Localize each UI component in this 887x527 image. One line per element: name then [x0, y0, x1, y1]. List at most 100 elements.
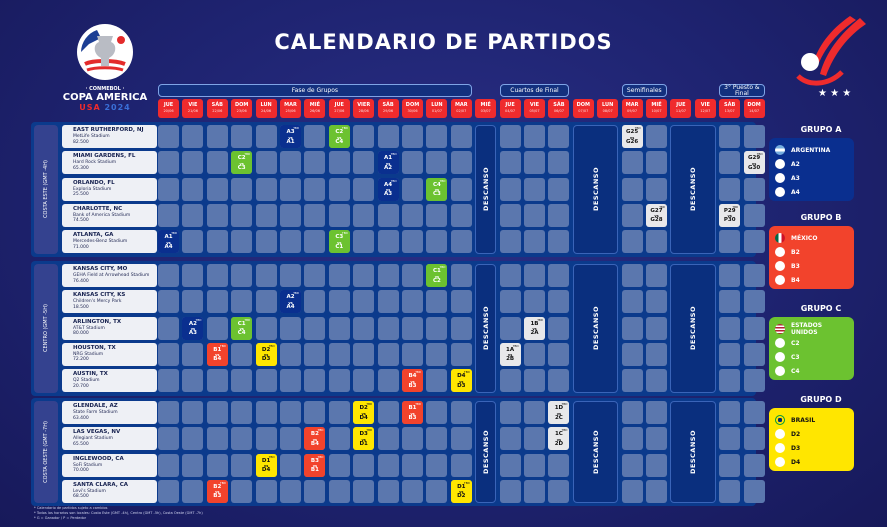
match-G25-vs-G26[interactable]: TBD G25 vs G26: [621, 125, 643, 148]
calendar-cell[interactable]: [328, 369, 350, 393]
calendar-cell[interactable]: [280, 177, 301, 201]
calendar-cell[interactable]: [621, 177, 643, 201]
calendar-cell[interactable]: [719, 427, 741, 451]
calendar-cell[interactable]: [743, 427, 765, 451]
calendar-cell[interactable]: [646, 427, 667, 451]
calendar-cell[interactable]: [304, 290, 326, 314]
calendar-cell[interactable]: [402, 290, 423, 314]
calendar-cell[interactable]: [426, 453, 448, 477]
match-B1-vs-B3[interactable]: TBD B1 vs B3: [402, 401, 423, 424]
calendar-cell[interactable]: [450, 316, 472, 340]
calendar-cell[interactable]: [499, 151, 521, 175]
calendar-cell[interactable]: [206, 177, 228, 201]
calendar-cell[interactable]: [231, 290, 253, 314]
calendar-cell[interactable]: [280, 264, 301, 287]
calendar-cell[interactable]: [158, 369, 179, 393]
calendar-cell[interactable]: [548, 125, 570, 148]
calendar-cell[interactable]: [377, 290, 399, 314]
calendar-cell[interactable]: [328, 427, 350, 451]
calendar-cell[interactable]: [280, 427, 301, 451]
calendar-cell[interactable]: [524, 264, 545, 287]
calendar-cell[interactable]: [182, 401, 204, 424]
calendar-cell[interactable]: [402, 453, 423, 477]
calendar-cell[interactable]: [743, 264, 765, 287]
calendar-cell[interactable]: [621, 264, 643, 287]
calendar-cell[interactable]: [548, 151, 570, 175]
calendar-cell[interactable]: [182, 203, 204, 227]
calendar-cell[interactable]: [719, 177, 741, 201]
calendar-cell[interactable]: [450, 427, 472, 451]
calendar-cell[interactable]: [719, 125, 741, 148]
match-A1-vs-A4[interactable]: TBD A1 vs A4: [158, 230, 179, 254]
calendar-cell[interactable]: [182, 264, 204, 287]
calendar-cell[interactable]: [743, 125, 765, 148]
calendar-cell[interactable]: [182, 427, 204, 451]
calendar-cell[interactable]: [353, 316, 375, 340]
calendar-cell[interactable]: [499, 177, 521, 201]
calendar-cell[interactable]: [426, 230, 448, 254]
match-B3-vs-B1[interactable]: TBD B3 vs B1: [304, 453, 326, 477]
calendar-cell[interactable]: [328, 203, 350, 227]
calendar-cell[interactable]: [548, 230, 570, 254]
calendar-cell[interactable]: [182, 177, 204, 201]
calendar-cell[interactable]: [206, 151, 228, 175]
calendar-cell[interactable]: [158, 427, 179, 451]
calendar-cell[interactable]: [328, 342, 350, 366]
calendar-cell[interactable]: [377, 479, 399, 503]
calendar-cell[interactable]: [328, 264, 350, 287]
calendar-cell[interactable]: [158, 125, 179, 148]
calendar-cell[interactable]: [328, 401, 350, 424]
calendar-cell[interactable]: [499, 401, 521, 424]
calendar-cell[interactable]: [719, 230, 741, 254]
match-C1-vs-C4[interactable]: TBD C1 vs C4: [231, 316, 253, 340]
calendar-cell[interactable]: [353, 453, 375, 477]
calendar-cell[interactable]: [426, 369, 448, 393]
match-B4-vs-B3[interactable]: TBD B4 vs B3: [402, 369, 423, 393]
calendar-cell[interactable]: [646, 177, 667, 201]
calendar-cell[interactable]: [621, 316, 643, 340]
calendar-cell[interactable]: [182, 151, 204, 175]
match-P29-vs-P30[interactable]: TBD P29 vs P30: [719, 203, 741, 227]
calendar-cell[interactable]: [646, 342, 667, 366]
calendar-cell[interactable]: [524, 479, 545, 503]
calendar-cell[interactable]: [328, 479, 350, 503]
calendar-cell[interactable]: [255, 151, 277, 175]
calendar-cell[interactable]: [426, 479, 448, 503]
match-1B-vs-2A[interactable]: TBD 1B vs 2A: [524, 316, 545, 340]
calendar-cell[interactable]: [377, 401, 399, 424]
calendar-cell[interactable]: [377, 369, 399, 393]
calendar-cell[interactable]: [231, 342, 253, 366]
calendar-cell[interactable]: [646, 151, 667, 175]
calendar-cell[interactable]: [402, 427, 423, 451]
match-D4-vs-D3[interactable]: TBD D4 vs D3: [450, 369, 472, 393]
calendar-cell[interactable]: [304, 264, 326, 287]
calendar-cell[interactable]: [158, 264, 179, 287]
calendar-cell[interactable]: [548, 203, 570, 227]
calendar-cell[interactable]: [621, 479, 643, 503]
calendar-cell[interactable]: [621, 401, 643, 424]
calendar-cell[interactable]: [402, 264, 423, 287]
calendar-cell[interactable]: [743, 401, 765, 424]
calendar-cell[interactable]: [231, 177, 253, 201]
match-A2-vs-A3[interactable]: TBD A2 vs A3: [182, 316, 204, 340]
calendar-cell[interactable]: [548, 264, 570, 287]
calendar-cell[interactable]: [524, 453, 545, 477]
calendar-cell[interactable]: [450, 453, 472, 477]
match-C1-vs-C2[interactable]: TBD C1 vs C2: [426, 264, 448, 287]
calendar-cell[interactable]: [231, 401, 253, 424]
calendar-cell[interactable]: [280, 342, 301, 366]
calendar-cell[interactable]: [280, 479, 301, 503]
calendar-cell[interactable]: [719, 401, 741, 424]
calendar-cell[interactable]: [499, 369, 521, 393]
match-D3-vs-D1[interactable]: TBD D3 vs D1: [353, 427, 375, 451]
calendar-cell[interactable]: [353, 125, 375, 148]
calendar-cell[interactable]: [499, 290, 521, 314]
calendar-cell[interactable]: [377, 203, 399, 227]
calendar-cell[interactable]: [158, 177, 179, 201]
calendar-cell[interactable]: [524, 230, 545, 254]
calendar-cell[interactable]: [548, 369, 570, 393]
calendar-cell[interactable]: [353, 230, 375, 254]
calendar-cell[interactable]: [524, 342, 545, 366]
match-G27-vs-G28[interactable]: TBD G27 vs G28: [646, 203, 667, 227]
calendar-cell[interactable]: [499, 479, 521, 503]
